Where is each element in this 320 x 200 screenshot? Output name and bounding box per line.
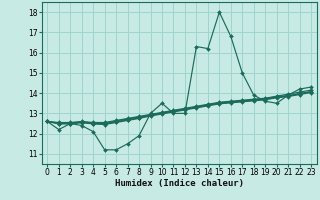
X-axis label: Humidex (Indice chaleur): Humidex (Indice chaleur) xyxy=(115,179,244,188)
